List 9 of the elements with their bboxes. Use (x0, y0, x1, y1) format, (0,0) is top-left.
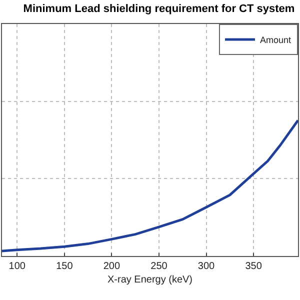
x-axis-title: X-ray Energy (keV) (107, 274, 193, 286)
x-tick-label: 300 (198, 261, 216, 272)
x-tick-label: 250 (150, 261, 168, 272)
x-tick-label: 350 (245, 261, 262, 272)
x-tick-label: 200 (103, 261, 120, 272)
x-tick-label: 100 (8, 261, 26, 272)
chart-title: Minimum Lead shielding requirement for CT system (23, 3, 295, 16)
x-tick-label: 150 (56, 261, 74, 272)
legend-label: Amount (260, 35, 292, 46)
